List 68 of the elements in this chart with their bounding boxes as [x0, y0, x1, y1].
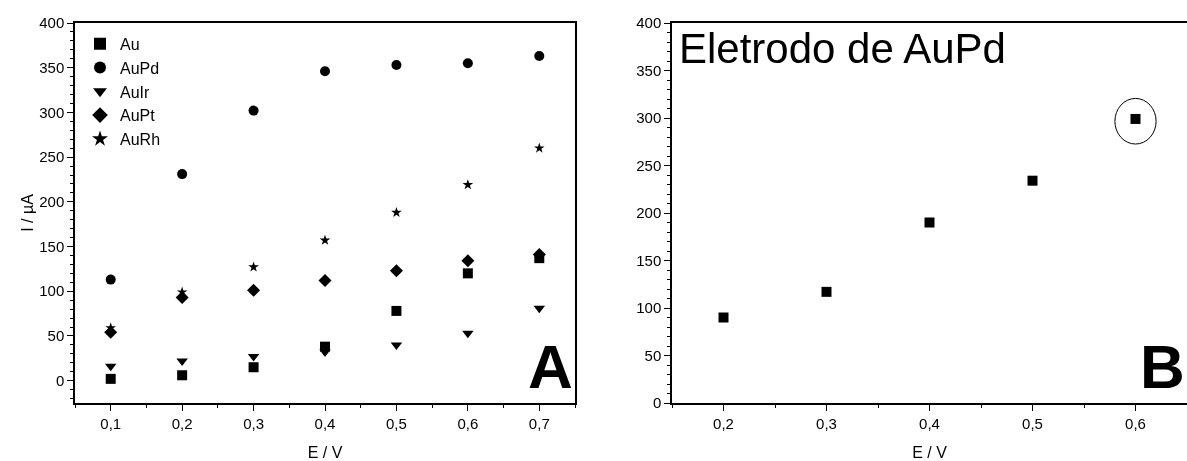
x-tick-label: 0,3 — [243, 414, 264, 432]
y-tick-label: 0 — [55, 371, 65, 389]
y-tick-label: 250 — [636, 156, 662, 174]
y-tick-label: 400 — [39, 14, 65, 32]
y-tick-label: 350 — [39, 58, 65, 76]
y-tick-label: 400 — [636, 14, 662, 32]
x-tick-label: 0,3 — [816, 414, 837, 432]
y-tick-label: 100 — [636, 299, 662, 317]
point — [462, 268, 473, 279]
y-tick-label: 150 — [39, 237, 65, 255]
annotation: B — [1140, 332, 1185, 401]
annotation: Eletrodo de AuPd — [679, 25, 1006, 72]
y-tick-label: 200 — [39, 193, 65, 211]
x-tick-label: 0,2 — [713, 414, 734, 432]
y-axis-title: I / µA — [18, 193, 36, 232]
point — [177, 370, 188, 381]
x-tick-label: 0,4 — [919, 414, 940, 432]
y-tick-label: 150 — [636, 251, 662, 269]
legend-label: AuRh — [120, 131, 161, 149]
x-tick-label: 0,7 — [528, 414, 550, 432]
point — [391, 206, 402, 218]
legend-label: AuPd — [120, 59, 160, 77]
point — [247, 283, 261, 297]
legend-label: Au — [120, 35, 140, 53]
legend-label: AuPt — [120, 107, 156, 125]
x-tick-label: 0,6 — [457, 414, 479, 432]
point — [105, 373, 116, 384]
x-tick-label: 0,5 — [386, 414, 407, 432]
point — [391, 305, 402, 316]
point — [248, 362, 259, 373]
point — [1027, 175, 1038, 186]
y-tick-label: 50 — [644, 346, 662, 364]
x-tick-label: 0,5 — [1022, 414, 1043, 432]
point — [318, 274, 332, 288]
point — [105, 274, 116, 285]
point — [389, 264, 403, 278]
point — [320, 66, 330, 77]
x-tick-label: 0,4 — [314, 414, 336, 432]
x-axis-title: E / V — [307, 444, 343, 461]
point — [248, 261, 259, 272]
y-tick-label: 250 — [39, 148, 65, 166]
point — [1130, 113, 1141, 124]
point — [461, 254, 475, 268]
x-axis-title: E / V — [912, 444, 948, 461]
point — [177, 169, 188, 180]
y-tick-label: 300 — [636, 109, 662, 127]
y-tick-label: 300 — [39, 103, 65, 121]
point — [462, 330, 474, 339]
point — [248, 105, 259, 116]
legend-label: AuIr — [120, 83, 151, 101]
point — [462, 58, 473, 69]
point — [821, 286, 832, 297]
point — [718, 312, 729, 323]
point — [534, 51, 545, 62]
y-tick-label: 50 — [47, 327, 65, 345]
annotation: A — [528, 332, 573, 401]
point — [533, 142, 545, 153]
y-tick-label: 350 — [636, 61, 662, 79]
point — [391, 60, 402, 71]
point — [319, 234, 331, 245]
x-tick-label: 0,1 — [100, 414, 122, 432]
x-tick-label: 0,6 — [1125, 414, 1146, 432]
point — [924, 217, 935, 228]
y-tick-label: 200 — [636, 204, 662, 222]
point — [462, 179, 474, 190]
y-tick-label: 100 — [39, 282, 65, 300]
y-tick-label: 0 — [652, 394, 662, 412]
x-tick-label: 0,2 — [171, 414, 193, 432]
